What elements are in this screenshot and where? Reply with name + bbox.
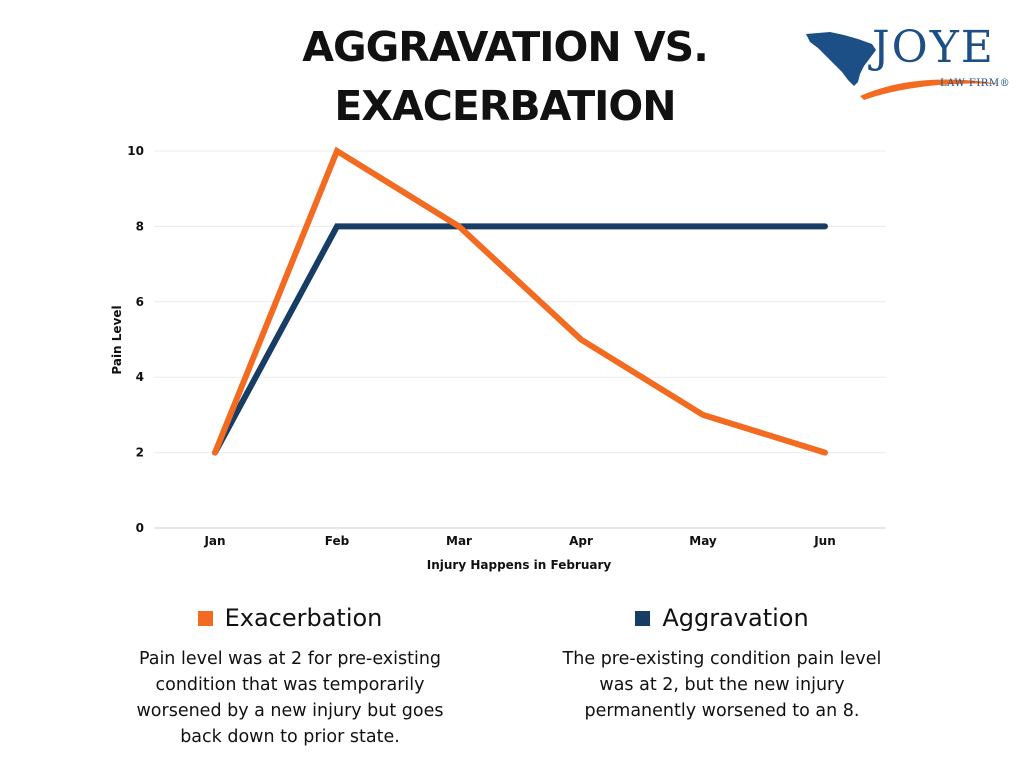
swoosh-icon	[860, 79, 1000, 100]
aggravation-description-line: permanently worsened to an 8.	[584, 701, 860, 721]
exacerbation-description-line: back down to prior state.	[180, 727, 400, 747]
x-tick-label: Jan	[203, 534, 225, 548]
joye-law-firm-logo: JOYE LAW FIRM®	[800, 26, 1010, 106]
x-tick-label: Mar	[446, 534, 472, 548]
data-point-exacerbation	[458, 225, 460, 227]
x-tick-label: Apr	[569, 534, 593, 548]
y-tick-label: 10	[127, 144, 144, 158]
exacerbation-swatch	[197, 610, 213, 626]
data-point-exacerbation	[336, 150, 338, 152]
y-tick-label: 2	[136, 446, 144, 460]
data-point-exacerbation	[580, 339, 582, 340]
aggravation-description-line: The pre-existing condition pain level	[562, 649, 882, 669]
y-axis-label: Pain Level	[110, 305, 124, 374]
aggravation-label: Aggravation	[662, 604, 809, 632]
data-point-aggravation	[824, 225, 826, 227]
aggravation-swatch	[635, 610, 651, 626]
logo-graphic	[806, 32, 1000, 100]
legend-exacerbation: Exacerbation Pain level was at 2 for pre…	[110, 604, 470, 750]
logo-subtitle: LAW FIRM®	[940, 78, 1011, 89]
data-point-aggravation	[336, 225, 338, 227]
legend-aggravation: Aggravation The pre-existing condition p…	[542, 604, 902, 724]
logo-wordmark: JOYE	[872, 22, 995, 73]
y-tick-label: 6	[136, 295, 144, 309]
data-point-exacerbation	[702, 414, 704, 416]
series-line-exacerbation	[212, 146, 828, 456]
south-carolina-state-icon	[806, 32, 876, 86]
exacerbation-description-line: Pain level was at 2 for pre-existing	[138, 649, 442, 669]
exacerbation-label: Exacerbation	[224, 604, 383, 632]
exacerbation-description-line: worsened by a new injury but goes	[136, 701, 444, 721]
data-series	[212, 146, 828, 456]
data-point-aggravation	[702, 225, 704, 227]
x-axis-ticks: Jan Feb Mar Apr May Jun	[203, 534, 835, 548]
y-axis-ticks: 0 2 4 6 8 10	[127, 144, 144, 535]
exacerbation-description-line: condition that was temporarily	[155, 675, 425, 695]
y-tick-label: 8	[136, 219, 144, 233]
data-point-aggravation	[580, 225, 582, 227]
aggravation-description: The pre-existing condition pain level wa…	[542, 646, 902, 724]
x-tick-label: May	[689, 534, 717, 548]
exacerbation-description: Pain level was at 2 for pre-existing con…	[110, 646, 470, 750]
data-point-exacerbation	[214, 452, 216, 454]
x-tick-label: Feb	[325, 534, 350, 548]
x-tick-label: Jun	[813, 534, 836, 548]
aggravation-description-line: was at 2, but the new injury	[599, 675, 845, 695]
y-tick-label: 0	[136, 521, 144, 535]
x-axis-label: Injury Happens in February	[427, 558, 612, 572]
chart-title-line-1: AGGRAVATION VS.	[302, 23, 709, 71]
chart-title-line-2: EXACERBATION	[334, 82, 676, 130]
data-point-exacerbation	[824, 452, 826, 454]
y-tick-label: 4	[136, 370, 144, 384]
line-chart: 0 2 4 6 8 10 Jan Feb Mar Apr May Jun Injury Happen…	[110, 144, 886, 572]
series-line-aggravation	[212, 223, 828, 456]
